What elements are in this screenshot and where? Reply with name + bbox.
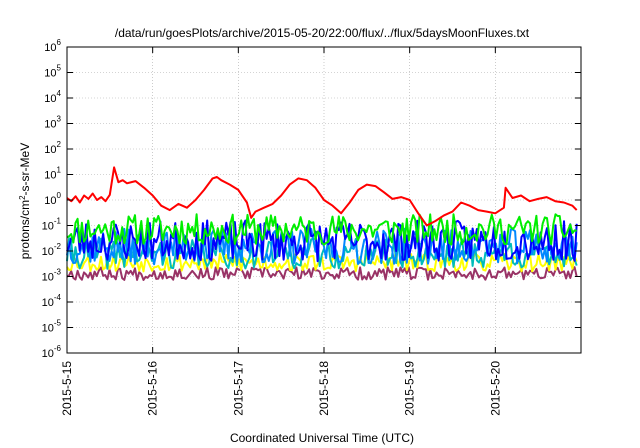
y-tick-label: 100 [44, 191, 61, 207]
y-tick-label: 101 [44, 166, 61, 182]
y-tick-label-exp: 3 [57, 115, 62, 124]
series-line [66, 166, 578, 227]
y-tick-label: 105 [44, 64, 61, 80]
y-tick-label-base: 10 [42, 272, 54, 284]
x-tick-label: 2015-5-18 [317, 361, 331, 416]
y-tick-label: 10-2 [42, 242, 62, 258]
x-tick-label: 2015-5-20 [488, 361, 502, 416]
y-axis-label-sup: 2 [18, 195, 27, 200]
ticks: 10-610-510-410-310-210-11001011021031041… [42, 38, 581, 416]
y-tick-label-exp: -2 [54, 242, 62, 251]
x-tick-label: 2015-5-15 [60, 361, 74, 416]
x-axis-label: Coordinated Universal Time (UTC) [230, 431, 414, 445]
y-tick-label: 10-1 [42, 217, 62, 233]
y-tick-label-exp: 6 [57, 38, 62, 47]
y-tick-label-base: 10 [44, 119, 56, 131]
y-tick-label: 104 [44, 89, 61, 105]
series-line [66, 266, 578, 281]
x-tick-label: 2015-5-19 [403, 361, 417, 416]
y-tick-label-exp: 5 [57, 64, 62, 73]
y-tick-label: 10-4 [42, 293, 62, 309]
y-tick-label-base: 10 [44, 93, 56, 105]
y-tick-label: 102 [44, 140, 61, 156]
x-tick-label: 2015-5-17 [231, 361, 245, 416]
y-tick-label-exp: 2 [57, 140, 62, 149]
series-line [66, 213, 577, 246]
y-tick-label-base: 10 [42, 297, 54, 309]
y-tick-label-base: 10 [42, 323, 54, 335]
y-tick-label-exp: -1 [54, 217, 62, 226]
y-tick-label-base: 10 [44, 68, 56, 80]
y-tick-label: 10-5 [42, 319, 62, 335]
y-tick-label-exp: 0 [57, 191, 62, 200]
y-tick-label-base: 10 [44, 42, 56, 54]
chart-title: /data/run/goesPlots/archive/2015-05-20/2… [115, 26, 530, 40]
series-line [66, 237, 578, 270]
y-tick-label-exp: -4 [54, 293, 62, 302]
y-axis-label-rest: -s-sr-MeV [18, 143, 32, 196]
y-tick-label-base: 10 [42, 246, 54, 258]
y-tick-label: 106 [44, 38, 61, 54]
y-tick-label-base: 10 [42, 221, 54, 233]
y-tick-label: 103 [44, 115, 61, 131]
y-axis-label-base: protons/cm [18, 200, 32, 259]
y-tick-label-exp: -5 [54, 319, 62, 328]
y-tick-label-base: 10 [44, 195, 56, 207]
y-tick-label-base: 10 [44, 144, 56, 156]
y-tick-label-exp: -3 [54, 268, 62, 277]
series-layer [66, 166, 578, 281]
y-tick-label: 10-6 [42, 344, 62, 360]
y-tick-label-exp: 1 [57, 166, 62, 175]
y-tick-label-base: 10 [44, 170, 56, 182]
y-axis-label: protons/cm2-s-sr-MeV [18, 143, 33, 259]
y-tick-label: 10-3 [42, 268, 62, 284]
y-tick-label-base: 10 [42, 348, 54, 360]
y-tick-label-exp: -6 [54, 344, 62, 353]
y-tick-label-exp: 4 [57, 89, 62, 98]
x-tick-label: 2015-5-16 [146, 361, 160, 416]
